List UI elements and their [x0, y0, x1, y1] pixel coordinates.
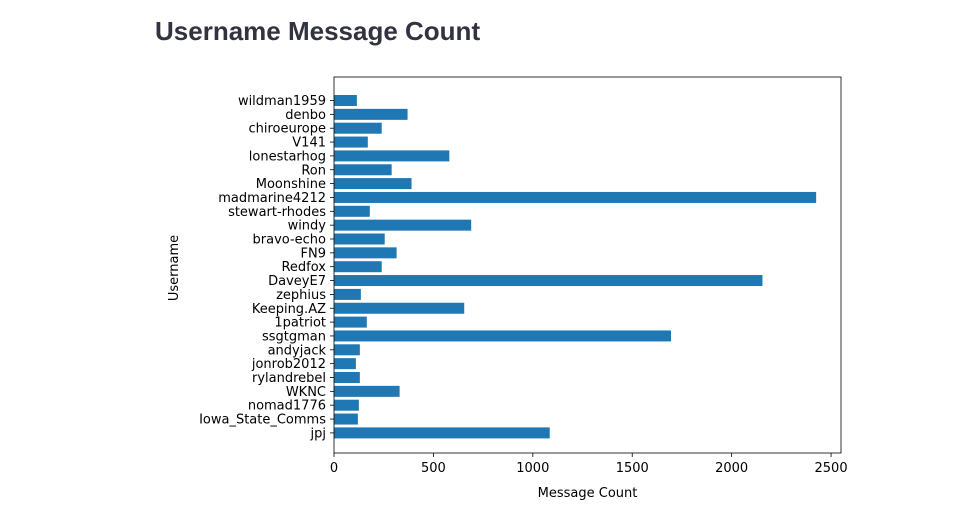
bar [334, 330, 672, 342]
bar [334, 136, 368, 148]
bar [334, 108, 408, 120]
y-tick-label: V141 [292, 136, 326, 151]
y-tick-label: DaveyE7 [268, 274, 326, 289]
y-tick-label: windy [288, 219, 327, 234]
y-tick-label: lonestarhog [249, 149, 326, 164]
bar [334, 247, 397, 259]
bar [334, 302, 465, 314]
bar [334, 122, 382, 134]
y-tick-label: denbo [285, 108, 326, 123]
y-tick-label: Keeping.AZ [252, 302, 326, 317]
x-tick-label: 2500 [815, 461, 848, 476]
x-tick-label: 2000 [715, 461, 748, 476]
y-tick-label: Redfox [281, 260, 326, 275]
bar [334, 219, 472, 231]
y-tick-label: Iowa_State_Comms [199, 413, 326, 428]
bar [334, 399, 359, 411]
bar [334, 205, 370, 217]
y-tick-label: chiroeurope [248, 122, 326, 137]
y-tick-label: wildman1959 [238, 94, 326, 109]
bar [334, 95, 357, 106]
y-tick-label: rylandrebel [252, 371, 326, 386]
bar [334, 385, 400, 397]
page-title: Username Message Count [155, 16, 481, 46]
bar [334, 288, 361, 300]
y-tick-label: FN9 [301, 246, 326, 261]
bar [334, 316, 367, 328]
bar [334, 344, 360, 356]
y-tick-label: Moonshine [256, 177, 326, 192]
y-tick-label: 1patriot [274, 316, 326, 331]
y-tick-label: Ron [301, 163, 326, 178]
y-tick-label: madmarine4212 [218, 191, 326, 206]
x-tick-label: 0 [330, 461, 338, 476]
y-tick-label: jpj [310, 426, 326, 441]
bar [334, 372, 360, 383]
y-tick-label: ssgtgman [262, 329, 326, 344]
x-tick-label: 1500 [616, 461, 649, 476]
bar [334, 275, 763, 287]
bar [334, 178, 412, 190]
y-tick-label: jonrob2012 [251, 357, 326, 372]
bar [334, 427, 550, 439]
y-tick-label: bravo-echo [253, 233, 327, 248]
x-tick-label: 1000 [516, 461, 549, 476]
y-tick-label: nomad1776 [248, 399, 326, 414]
bar [334, 191, 817, 203]
y-tick-label: zephius [276, 288, 326, 303]
bar [334, 358, 356, 370]
bar [334, 164, 392, 176]
x-axis-label: Message Count [538, 486, 638, 501]
y-tick-label: stewart-rhodes [228, 205, 326, 220]
plot-frame [333, 76, 842, 454]
x-tick-label: 500 [421, 461, 446, 476]
y-tick-label: WKNC [286, 385, 326, 400]
bar [334, 233, 385, 245]
bar [334, 150, 450, 162]
bar [334, 413, 358, 425]
y-tick-label: andyjack [268, 343, 327, 358]
y-axis-label: Username [167, 235, 182, 301]
bar [334, 261, 382, 273]
